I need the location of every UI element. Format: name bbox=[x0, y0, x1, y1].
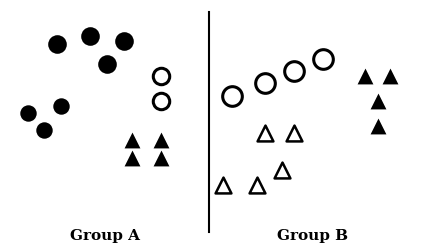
Point bbox=[262, 131, 268, 135]
Text: Group B: Group B bbox=[278, 228, 349, 242]
Point bbox=[291, 70, 298, 74]
Point bbox=[387, 75, 393, 79]
Point bbox=[129, 139, 135, 143]
Point bbox=[362, 75, 368, 79]
Point bbox=[228, 94, 235, 99]
Point bbox=[24, 112, 31, 116]
Point bbox=[103, 62, 110, 66]
Point bbox=[158, 99, 165, 103]
Text: Group A: Group A bbox=[70, 228, 140, 242]
Point bbox=[129, 156, 135, 160]
Point bbox=[320, 57, 327, 61]
Point bbox=[262, 82, 268, 86]
Point bbox=[54, 43, 60, 47]
Point bbox=[374, 99, 381, 103]
Point bbox=[158, 156, 165, 160]
Point bbox=[291, 131, 298, 135]
Point bbox=[254, 183, 260, 187]
Point bbox=[158, 139, 165, 143]
Point bbox=[120, 40, 127, 44]
Point bbox=[41, 129, 48, 133]
Point bbox=[87, 35, 94, 39]
Point bbox=[374, 124, 381, 128]
Point bbox=[220, 183, 227, 187]
Point bbox=[279, 168, 285, 172]
Point bbox=[58, 104, 65, 108]
Point bbox=[158, 75, 165, 79]
